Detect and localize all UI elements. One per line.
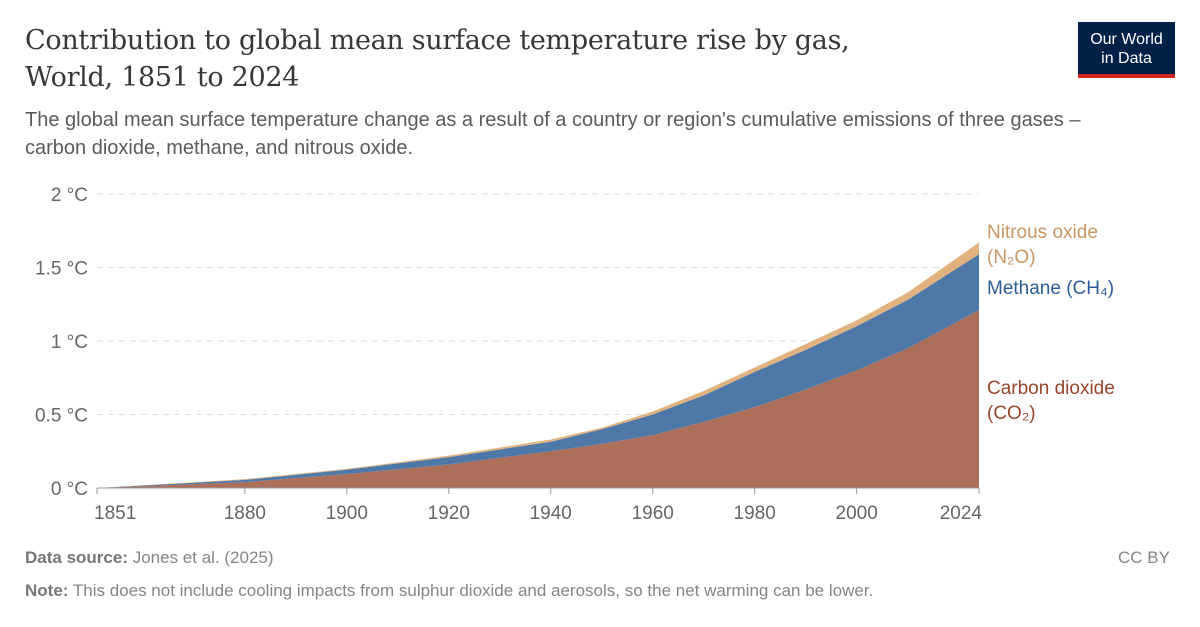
logo-line-1: Our World [1090,31,1163,48]
x-tick-label: 1880 [224,503,266,524]
y-tick-label: 1.5 °C [35,259,88,280]
y-tick-label: 0 °C [51,479,88,500]
x-tick-label: 1940 [530,503,572,524]
y-tick-label: 2 °C [51,185,88,206]
license[interactable]: CC BY [1118,548,1170,567]
chart-title: Contribution to global mean surface temp… [25,22,1025,96]
note-label: Note: [25,581,69,600]
owid-logo[interactable]: Our World in Data [1078,22,1175,78]
x-tick-label: 1980 [734,503,776,524]
x-tick-label: 2000 [836,503,878,524]
area-series-0 [97,310,979,488]
source-label: Data source: [25,548,128,567]
series-label: Carbon dioxide [987,378,1115,399]
data-source: Data source: Jones et al. (2025) [25,548,274,568]
chart-subtitle: The global mean surface temperature chan… [25,109,1081,159]
x-tick-label: 1900 [326,503,368,524]
area-series-1 [97,254,979,488]
x-tick-label: 1920 [428,503,470,524]
note-text: This does not include cooling impacts fr… [72,581,874,600]
title-line-1: Contribution to global mean surface temp… [25,25,850,56]
series-label-line2: (CO₂) [987,403,1036,424]
x-tick-label: 2024 [940,503,983,524]
x-tick-label: 1960 [632,503,674,524]
x-tick-label: 1851 [94,503,136,524]
y-tick-label: 1 °C [51,332,88,353]
y-tick-label: 0.5 °C [35,406,88,427]
note: Note: This does not include cooling impa… [25,581,873,601]
title-line-2: World, 1851 to 2024 [25,62,300,93]
series-label-line2: (N₂O) [987,247,1036,268]
series-label: Methane (CH₄) [987,278,1114,299]
source-text[interactable]: Jones et al. (2025) [132,548,274,567]
logo-line-2: in Data [1101,50,1152,67]
series-label: Nitrous oxide [987,222,1098,243]
